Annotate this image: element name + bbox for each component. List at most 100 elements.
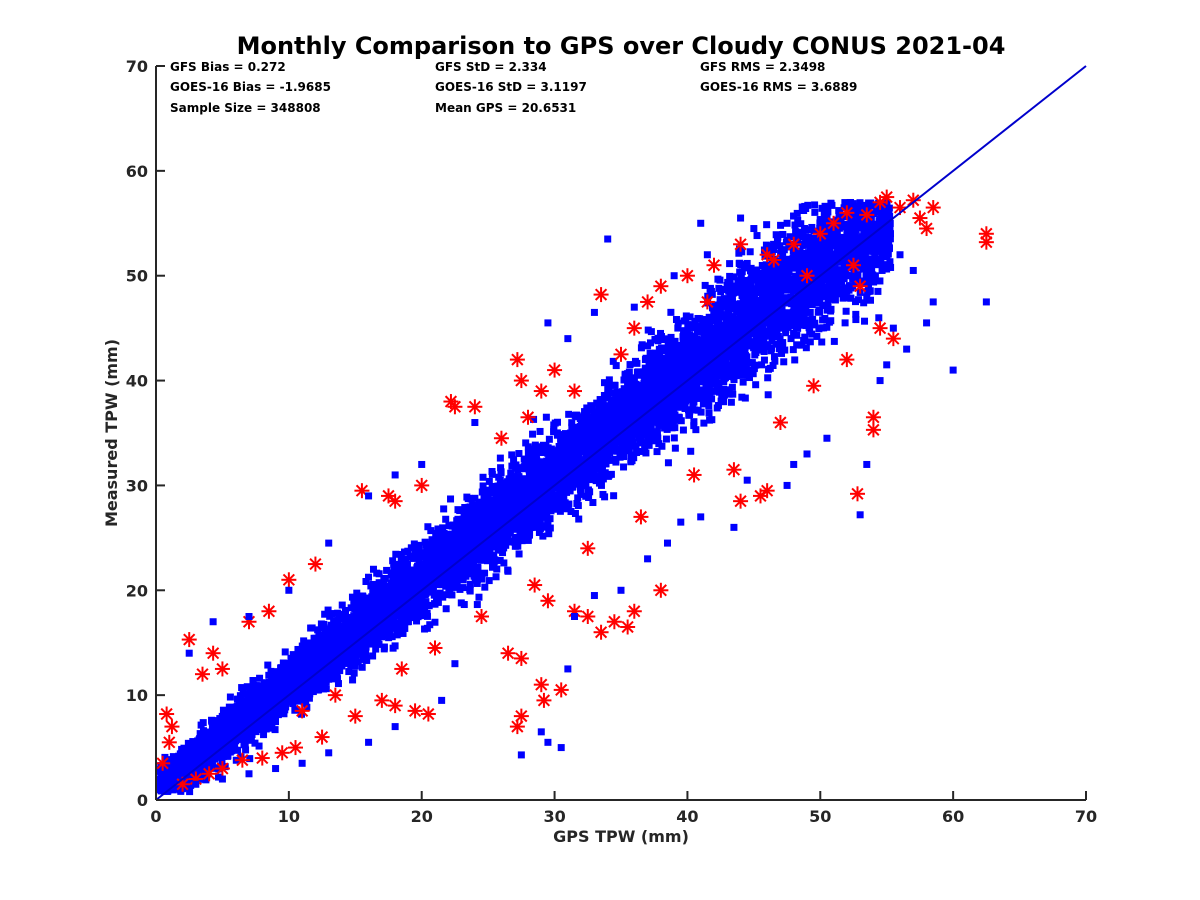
scatter-point-dense <box>480 492 488 500</box>
scatter-point-dense <box>870 278 878 286</box>
scatter-point-dense <box>725 298 733 306</box>
scatter-point-dense <box>741 264 749 272</box>
scatter-point-dense <box>225 703 233 711</box>
chart-title: Monthly Comparison to GPS over Cloudy CO… <box>237 32 1006 60</box>
scatter-point-dense <box>481 583 489 591</box>
scatter-point-dense <box>733 282 741 290</box>
scatter-point-dense <box>401 624 409 632</box>
scatter-point-dense <box>780 296 788 304</box>
scatter-point-dense <box>609 357 617 365</box>
scatter-point-dense <box>568 419 576 427</box>
scatter-point-dense <box>375 570 383 578</box>
scatter-point-dense <box>305 684 313 692</box>
scatter-point-dense <box>830 278 838 286</box>
scatter-point-dense <box>680 327 688 335</box>
scatter-point-dense <box>725 307 733 315</box>
scatter-point-dense <box>701 281 709 289</box>
scatter-point-dense <box>334 680 342 688</box>
scatter-point-dense <box>772 340 780 348</box>
scatter-point-dense <box>612 362 620 370</box>
scatter-point-dense <box>570 473 578 481</box>
scatter-point-dense <box>799 241 807 249</box>
scatter-point-dense <box>670 434 678 442</box>
scatter-point-dense <box>624 379 632 387</box>
scatter-point-dense <box>758 261 766 269</box>
scatter-point-dense <box>761 287 769 295</box>
scatter-point-dense <box>494 482 502 490</box>
scatter-point-dense <box>882 234 890 242</box>
scatter-point-dense <box>536 427 544 435</box>
scatter-point-dense <box>718 313 726 321</box>
scatter-point-dense <box>588 476 596 484</box>
scatter-point-dense <box>481 569 489 577</box>
scatter-point-dense <box>264 661 272 669</box>
scatter-point-dense <box>738 360 746 368</box>
scatter-point-dense <box>670 342 678 350</box>
scatter-point-dense <box>662 345 670 353</box>
scatter-point-dense <box>620 376 628 384</box>
scatter-point-dense <box>300 642 308 650</box>
scatter-point-dense <box>504 567 512 575</box>
scatter-point-dense <box>485 577 493 585</box>
scatter-point-dense <box>677 417 685 425</box>
scatter-point-dense <box>726 272 734 280</box>
scatter-point-dense <box>510 456 518 464</box>
scatter-point-dense <box>777 246 785 254</box>
scatter-point-dense <box>731 365 739 373</box>
scatter-point-dense <box>505 537 513 545</box>
scatter-point-dense <box>763 243 771 251</box>
scatter-point-dense <box>407 544 415 552</box>
scatter-point-dense <box>727 398 735 406</box>
scatter-point-dense <box>399 629 407 637</box>
scatter-point-dense <box>863 293 871 301</box>
scatter-point-dense <box>520 455 528 463</box>
scatter-point-dense <box>752 381 760 389</box>
scatter-point-dense <box>793 258 801 266</box>
scatter-point-dense <box>725 287 733 295</box>
scatter-point-dense <box>842 307 850 315</box>
scatter-point-dense <box>696 351 704 359</box>
scatter-point-dense <box>690 418 698 426</box>
scatter-point-dense <box>640 372 648 380</box>
scatter-point-dense <box>545 435 553 443</box>
scatter-point-dense <box>497 464 505 472</box>
scatter-point-dense <box>653 435 661 443</box>
scatter-point-dense <box>815 325 823 333</box>
scatter-point-dense <box>589 499 597 507</box>
scatter-point-dense <box>741 320 749 328</box>
scatter-point-dense <box>432 529 440 537</box>
scatter-point-dense <box>747 264 755 272</box>
scatter-point-dense <box>800 298 808 306</box>
scatter-point-dense <box>334 609 342 617</box>
scatter-point-dense <box>764 374 772 382</box>
scatter-point-dense <box>214 773 222 781</box>
scatter-point-dense <box>751 285 759 293</box>
scatter-point-dense <box>708 395 716 403</box>
scatter-point-dense <box>699 400 707 408</box>
scatter-point-dense <box>720 398 728 406</box>
scatter-point-dense <box>725 390 733 398</box>
scatter-point-dense <box>226 693 234 701</box>
scatter-point-dense <box>749 370 757 378</box>
scatter-point-dense <box>516 465 524 473</box>
scatter-point-dense <box>237 753 245 761</box>
scatter-point-dense <box>553 448 561 456</box>
scatter-point-dense <box>454 515 462 523</box>
scatter-point-dense <box>830 337 838 345</box>
scatter-point-dense <box>485 477 493 485</box>
scatter-point-dense <box>450 569 458 577</box>
scatter-point-dense <box>545 530 553 538</box>
scatter-point-dense <box>281 662 289 670</box>
scatter-point-dense <box>706 284 714 292</box>
scatter-point-dense <box>658 358 666 366</box>
scatter-point-dense <box>653 448 661 456</box>
scatter-point-dense <box>865 247 873 255</box>
scatter-point-dense <box>314 634 322 642</box>
scatter-point-dense <box>388 633 396 641</box>
scatter-point-dense <box>695 342 703 350</box>
scatter-point-dense <box>744 366 752 374</box>
scatter-point-dense <box>348 593 356 601</box>
scatter-point-dense <box>876 277 884 285</box>
scatter-point-dense <box>887 263 895 271</box>
scatter-point-dense <box>307 624 315 632</box>
